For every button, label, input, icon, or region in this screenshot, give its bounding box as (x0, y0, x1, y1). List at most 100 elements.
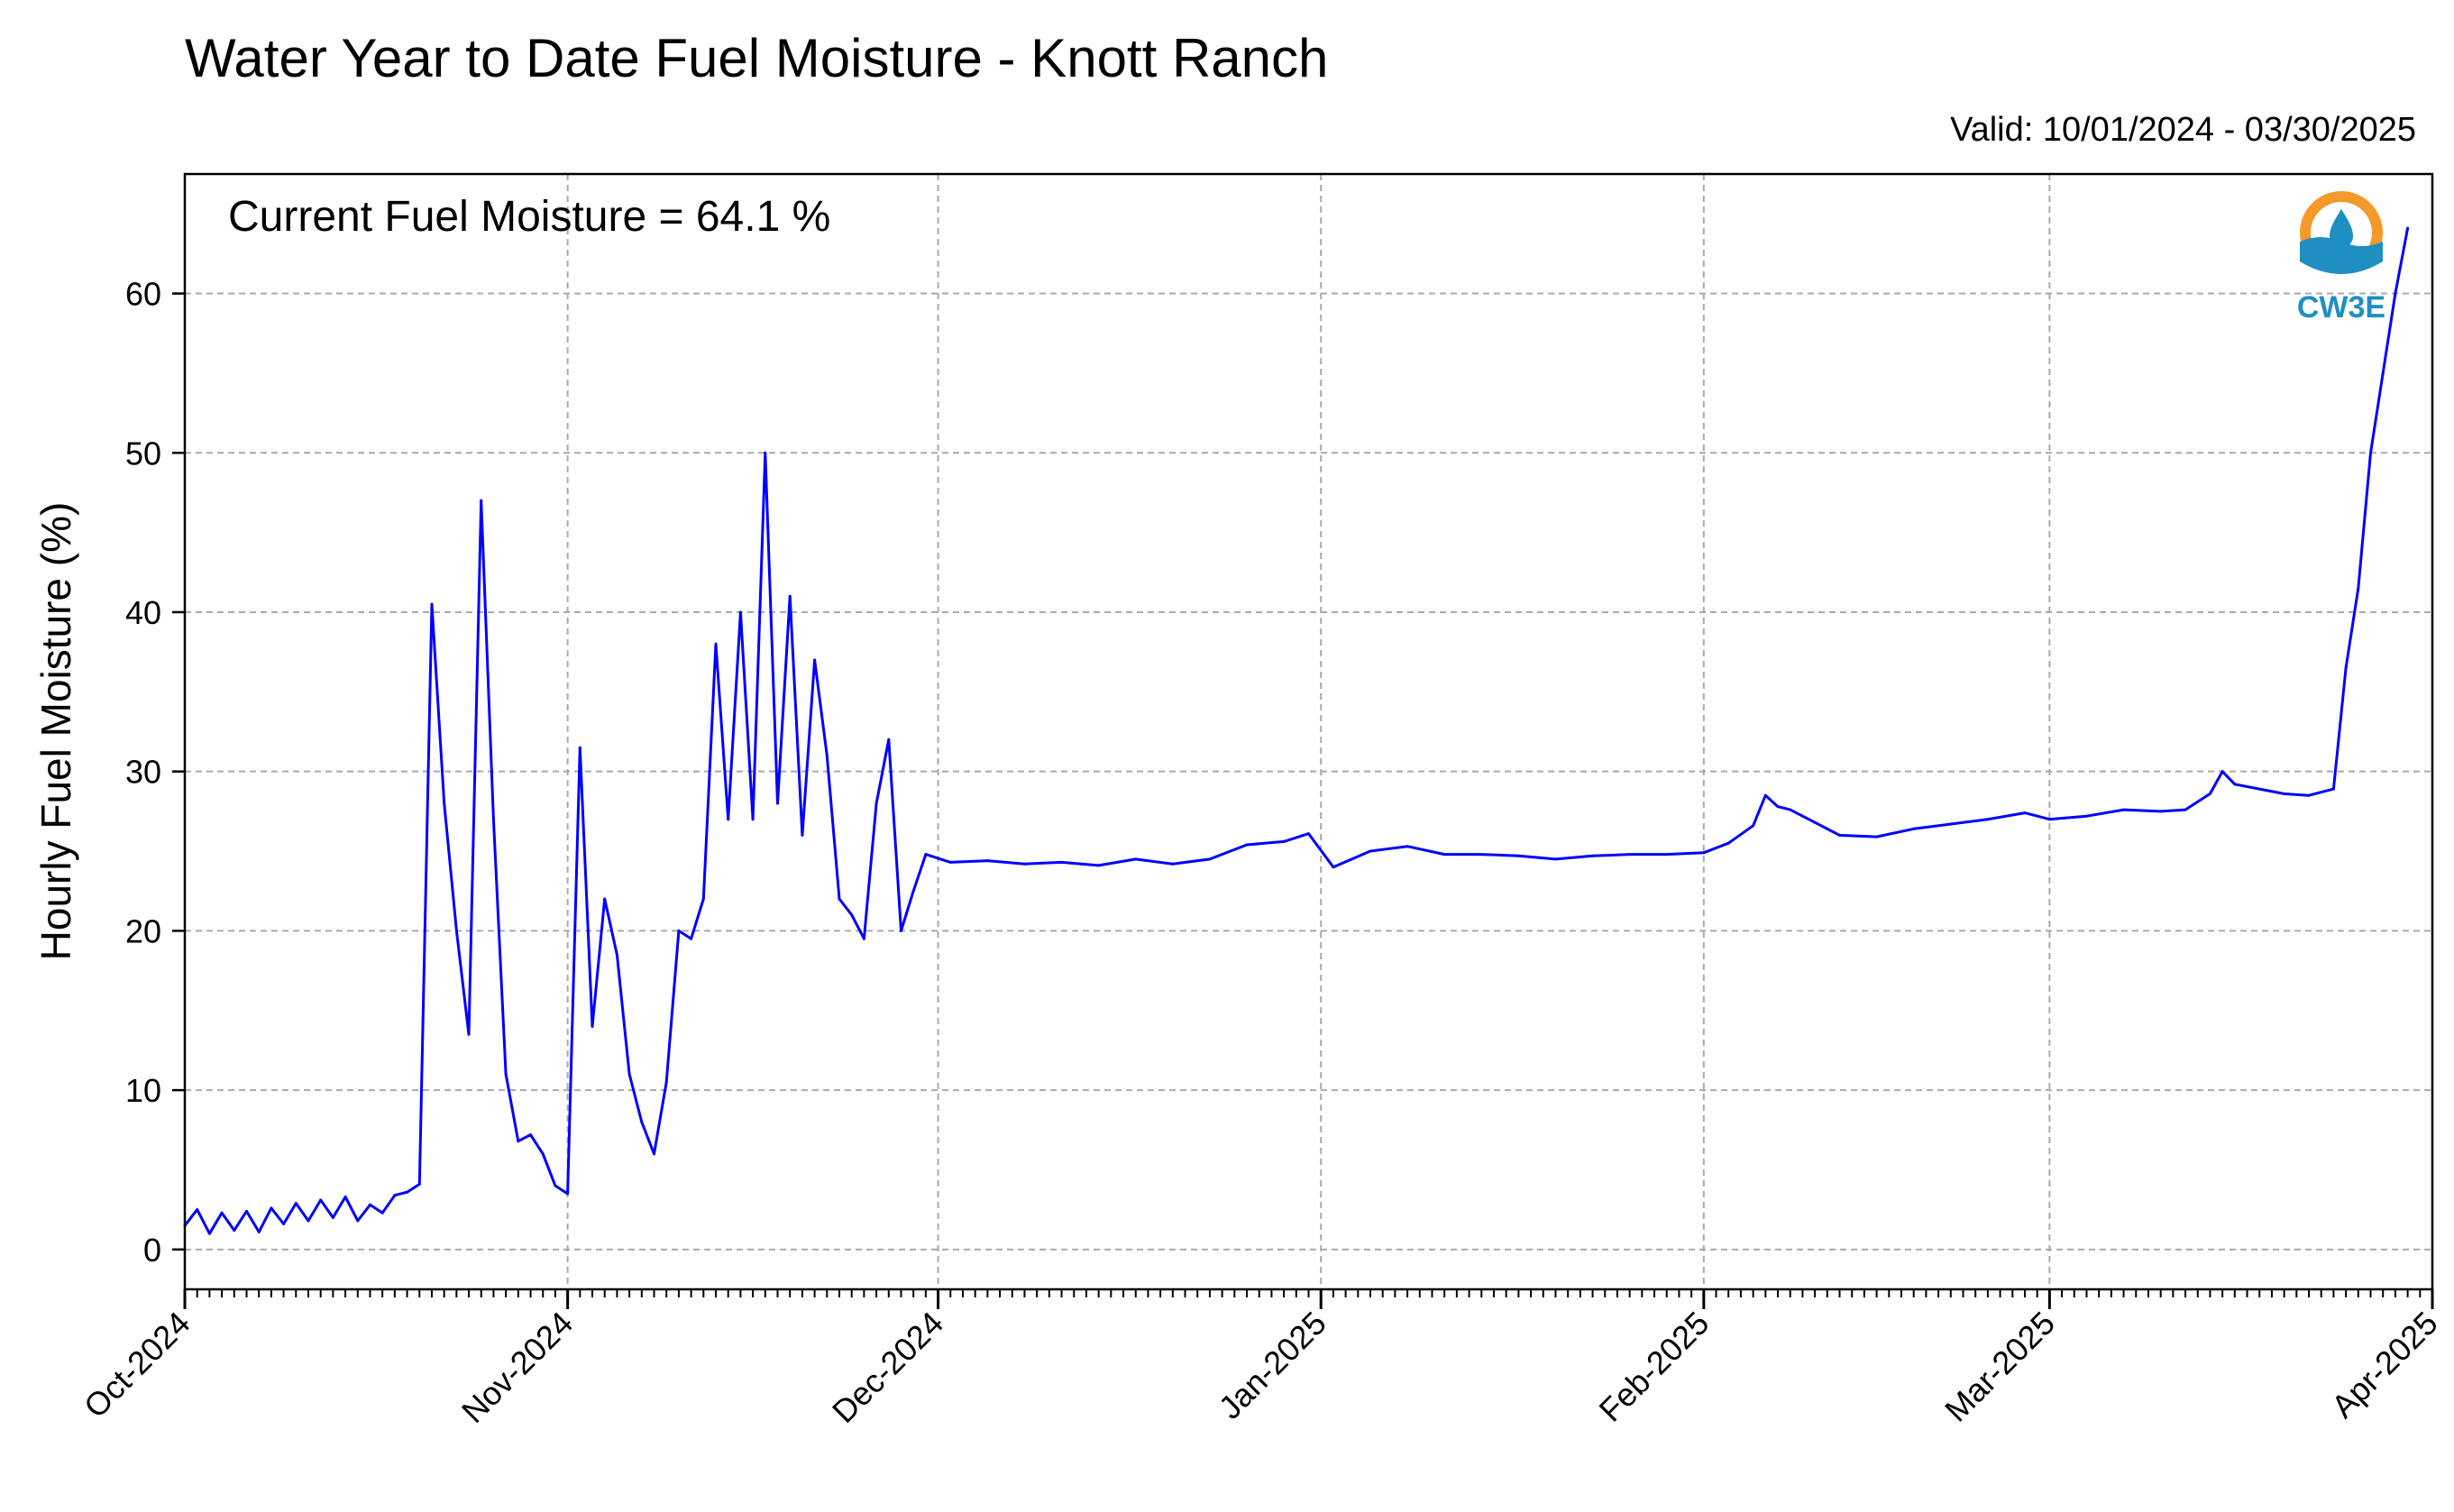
data-point (801, 833, 804, 837)
data-point (504, 1072, 508, 1076)
data-point (776, 802, 779, 805)
data-point (2184, 808, 2187, 811)
data-point (591, 1024, 594, 1028)
data-point (2331, 787, 2335, 791)
data-point (924, 853, 928, 857)
data-point (1702, 851, 1706, 855)
data-point (985, 859, 989, 863)
data-point (788, 594, 792, 598)
data-point (887, 738, 891, 741)
data-point (1776, 805, 1780, 809)
data-point (677, 929, 681, 932)
data-point (369, 1203, 371, 1206)
y-tick-label: 40 (125, 594, 161, 631)
data-point (343, 1196, 347, 1198)
data-point (1591, 854, 1594, 857)
data-point (393, 1194, 397, 1197)
plot-frame (183, 172, 2434, 1291)
data-point (1134, 857, 1138, 861)
data-point (874, 802, 878, 805)
data-point (257, 1230, 261, 1233)
data-point (1726, 841, 1730, 845)
data-point (751, 818, 755, 821)
data-point (2357, 587, 2360, 590)
data-point (1875, 835, 1879, 838)
x-tick-label: Jan-2025 (1212, 1305, 1333, 1426)
data-point (664, 1080, 668, 1084)
data-point (1813, 820, 1817, 824)
line-layer (183, 226, 2410, 1235)
data-point (406, 1190, 409, 1194)
x-tick-label: Nov-2024 (454, 1305, 580, 1430)
data-point (813, 658, 817, 662)
data-point (196, 1208, 199, 1212)
y-axis-label: Hourly Fuel Moisture (%) (32, 502, 79, 961)
logo-text: CW3E (2297, 290, 2385, 325)
y-tick-label: 50 (125, 435, 161, 472)
data-point (331, 1216, 334, 1219)
data-point (1245, 843, 1249, 847)
data-point (1442, 853, 1446, 857)
data-point (2023, 811, 2027, 815)
data-point (270, 1206, 273, 1210)
data-point (640, 1121, 644, 1123)
data-point (1332, 866, 1335, 869)
data-point (480, 499, 483, 502)
data-point (738, 610, 742, 614)
data-point (1097, 864, 1101, 867)
data-point (282, 1223, 286, 1225)
data-point (417, 1182, 421, 1186)
axis-layer: 0 10 20 30 40 50 60 Oct-2024 Nov-2024 Dec-2024 Jan… (77, 276, 2445, 1430)
data-point (850, 913, 854, 917)
x-tick-label: Oct-2024 (77, 1305, 197, 1425)
data-point (220, 1211, 224, 1214)
data-point (900, 929, 902, 932)
y-tick-label: 10 (125, 1072, 161, 1109)
data-point (838, 897, 841, 901)
data-point (2208, 792, 2211, 795)
data-point (1986, 818, 1990, 821)
data-point (1208, 857, 1212, 861)
current-fuel-moisture-annotation: Current Fuel Moisture = 64.1 % (228, 193, 830, 241)
data-point (1752, 824, 1755, 828)
chart-title: Water Year to Date Fuel Moisture - Knott… (185, 28, 1329, 88)
data-point (2307, 793, 2311, 797)
data-point (2369, 451, 2372, 454)
data-point (454, 929, 458, 932)
data-point (233, 1229, 236, 1233)
data-point (2344, 666, 2348, 670)
data-point (1060, 860, 1063, 864)
data-point (541, 1152, 545, 1156)
data-point (1023, 862, 1026, 866)
data-point (690, 937, 693, 940)
x-tick-label: Dec-2024 (825, 1305, 950, 1430)
data-point (2221, 770, 2224, 774)
data-point (2381, 371, 2385, 375)
data-point (862, 937, 865, 940)
data-point (653, 1152, 655, 1156)
cw3e-logo: CW3E (2297, 191, 2385, 325)
data-point (1282, 839, 1286, 843)
data-point (727, 818, 730, 821)
data-point (1665, 853, 1669, 857)
data-point (517, 1140, 520, 1143)
data-point (491, 818, 495, 821)
data-point (714, 642, 718, 646)
data-point (701, 897, 705, 901)
data-point (1838, 833, 1841, 837)
data-point (443, 802, 446, 805)
data-point (2159, 810, 2163, 813)
data-point (1554, 857, 1557, 861)
data-point (2085, 814, 2088, 818)
data-point (207, 1232, 211, 1235)
data-point (2406, 226, 2410, 230)
data-point (764, 451, 767, 454)
data-point (307, 1219, 310, 1223)
data-point (245, 1209, 248, 1213)
y-tick-label: 0 (143, 1232, 161, 1269)
data-point (603, 897, 607, 901)
data-point (1479, 853, 1483, 857)
logo-drop-icon (2330, 209, 2353, 248)
data-point (1763, 793, 1767, 797)
data-point (948, 860, 952, 864)
